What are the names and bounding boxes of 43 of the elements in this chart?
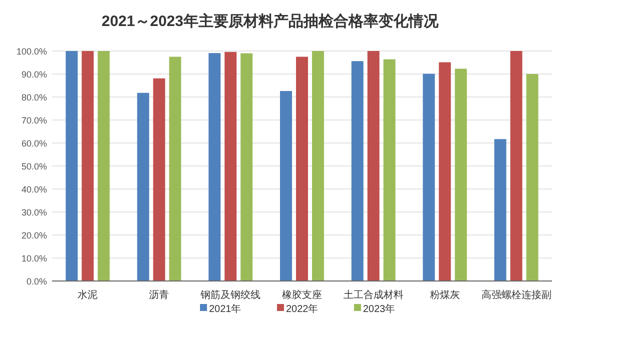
y-tick-label: 30.0%	[21, 208, 47, 218]
y-tick-label: 80.0%	[21, 92, 47, 102]
bar	[98, 51, 110, 281]
y-tick-label: 70.0%	[21, 116, 47, 126]
bar	[224, 52, 237, 281]
y-tick-label: 50.0%	[21, 162, 47, 172]
bar	[153, 78, 166, 281]
bar	[240, 53, 253, 281]
legend-label: 2022年	[286, 303, 318, 315]
y-tick-label: 0.0%	[26, 276, 47, 286]
bar	[296, 56, 308, 281]
y-tick-label: 40.0%	[21, 184, 47, 194]
legend-label: 2023年	[363, 303, 396, 315]
legend-label: 2021年	[209, 303, 242, 315]
x-tick-label: 水泥	[78, 289, 98, 301]
y-tick-label: 10.0%	[21, 254, 47, 264]
bar	[367, 51, 380, 281]
x-tick-label: 橡胶支座	[282, 289, 322, 301]
bar	[208, 53, 221, 281]
x-tick-label: 粉煤灰	[430, 289, 460, 301]
bar	[454, 68, 467, 281]
chart-title: 2021～2023年主要原材料产品抽检合格率变化情况	[102, 12, 440, 30]
x-tick-label: 钢筋及钢绞线	[200, 289, 261, 301]
bar	[169, 56, 182, 281]
bar	[66, 51, 78, 281]
bar	[383, 59, 396, 281]
x-tick-label: 高强螺栓连接副	[481, 289, 552, 301]
x-tick-label: 沥青	[149, 289, 170, 301]
y-tick-label: 60.0%	[21, 138, 47, 148]
x-tick-label: 土工合成材料	[343, 289, 404, 301]
y-tick-label: 100.0%	[16, 46, 47, 56]
bar	[137, 92, 150, 281]
bar	[82, 51, 94, 281]
bar	[422, 74, 435, 281]
bar	[510, 51, 522, 281]
bar	[438, 62, 451, 281]
bar	[312, 51, 324, 281]
bar	[494, 139, 506, 281]
bar	[526, 74, 538, 281]
bar	[351, 61, 364, 281]
y-tick-label: 20.0%	[21, 230, 47, 240]
y-tick-label: 90.0%	[21, 70, 47, 80]
bar	[280, 91, 292, 281]
